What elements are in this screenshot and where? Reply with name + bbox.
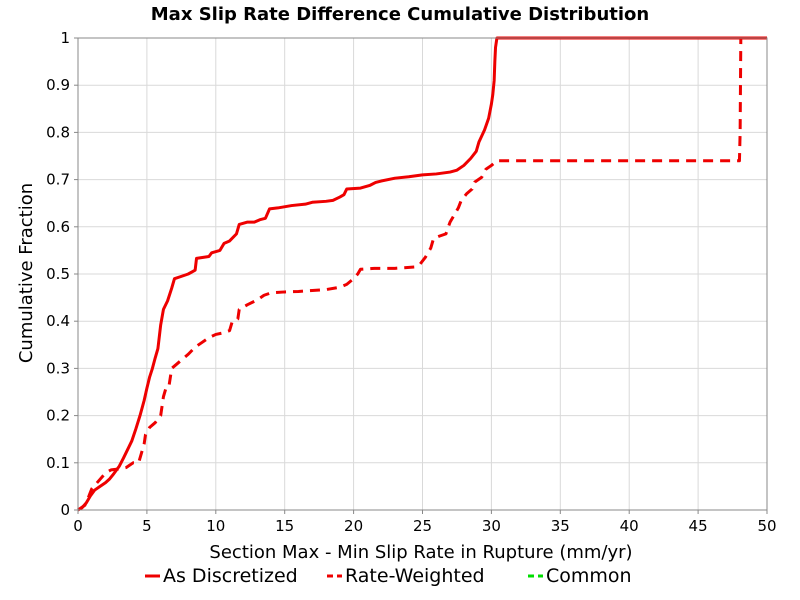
y-tick-label: 0 bbox=[60, 501, 70, 519]
y-tick-label: 0.7 bbox=[46, 171, 70, 189]
y-tick-label: 0.8 bbox=[46, 123, 70, 141]
tick-labels: 0 5 10 15 20 25 30 35 40 45 50 0 0.1 0.2 0.3 0.4 0.5 0.6 0… bbox=[46, 29, 776, 535]
x-axis-label: Section Max - Min Slip Rate in Rupture (… bbox=[209, 542, 632, 563]
series-group bbox=[77, 36, 767, 512]
series-line-0 bbox=[77, 36, 767, 512]
y-tick-label: 0.9 bbox=[46, 76, 70, 94]
y-tick-label: 1 bbox=[60, 29, 70, 47]
x-tick-label: 10 bbox=[206, 517, 225, 535]
x-tick-label: 50 bbox=[757, 517, 776, 535]
axes bbox=[74, 37, 768, 514]
grid bbox=[77, 37, 768, 511]
x-tick-label: 20 bbox=[344, 517, 363, 535]
x-tick-label: 45 bbox=[689, 517, 708, 535]
legend-label: As Discretized bbox=[163, 565, 298, 587]
y-tick-label: 0.6 bbox=[46, 218, 70, 236]
y-tick-label: 0.3 bbox=[46, 359, 70, 377]
x-tick-label: 40 bbox=[620, 517, 639, 535]
x-tick-label: 15 bbox=[275, 517, 294, 535]
y-tick-label: 0.1 bbox=[46, 454, 70, 472]
x-tick-label: 30 bbox=[482, 517, 501, 535]
legend-label: Rate-Weighted bbox=[345, 565, 485, 587]
y-tick-label: 0.5 bbox=[46, 265, 70, 283]
plot-frame bbox=[77, 37, 768, 511]
chart-title: Max Slip Rate Difference Cumulative Dist… bbox=[151, 4, 649, 25]
y-tick-label: 0.2 bbox=[46, 407, 70, 425]
legend-label: Common bbox=[546, 565, 632, 587]
x-tick-label: 0 bbox=[73, 517, 83, 535]
legend: As Discretized Rate-Weighted Common bbox=[145, 565, 632, 587]
x-tick-label: 25 bbox=[413, 517, 432, 535]
y-axis-label: Cumulative Fraction bbox=[16, 183, 37, 363]
x-tick-label: 5 bbox=[142, 517, 152, 535]
x-tick-label: 35 bbox=[551, 517, 570, 535]
series-line-1 bbox=[77, 36, 767, 512]
y-tick-label: 0.4 bbox=[46, 312, 70, 330]
